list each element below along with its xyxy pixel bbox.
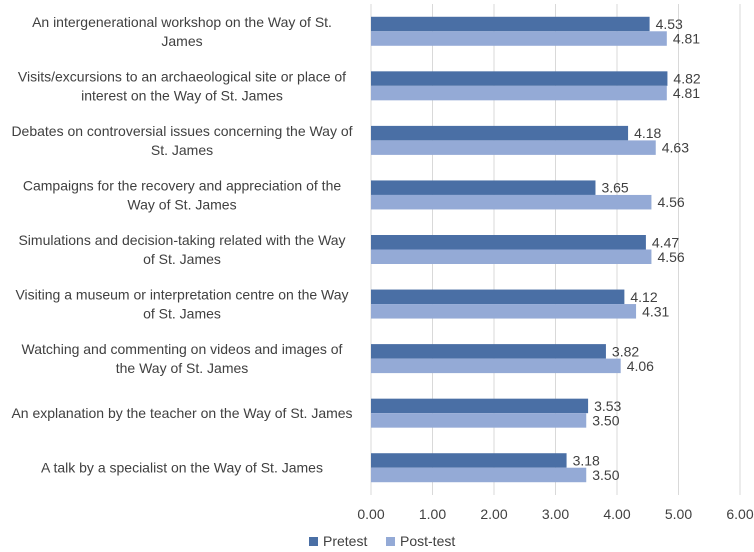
bar-post-test [371,358,621,374]
category-label: Visiting a museum or interpretation cent… [15,287,348,322]
category-label: Visits/excursions to an archaeological s… [18,68,346,103]
x-tick-label: 6.00 [726,506,753,522]
category-label: An intergenerational workshop on the Way… [32,14,332,49]
category-label: An explanation by the teacher on the Way… [11,405,352,421]
x-tick-label: 2.00 [480,506,507,522]
data-label-pretest: 4.53 [656,16,683,32]
category-label: A talk by a specialist on the Way of St.… [41,460,323,476]
legend-item-post-test[interactable]: Post-test [386,533,455,549]
bar-post-test [371,194,652,210]
bar-pretest [371,71,668,86]
category-label: Debates on controversial issues concerni… [11,123,352,158]
data-label-pretest: 3.53 [594,398,621,414]
x-tick-label: 0.00 [357,506,384,522]
x-tick-label: 3.00 [542,506,569,522]
data-label-post-test: 4.63 [662,140,689,156]
data-label-post-test: 3.50 [592,467,619,483]
category-label: Simulations and decision-taking related … [18,232,345,267]
data-label-post-test: 4.56 [657,249,684,265]
bar-pretest [371,125,629,141]
data-label-post-test: 4.06 [627,358,654,374]
bar-post-test [371,304,637,319]
x-tick-label: 5.00 [665,506,692,522]
bar-pretest [371,453,567,468]
legend[interactable]: Pretest Post-test [309,533,455,549]
bar-pretest [371,180,596,195]
data-label-pretest: 3.82 [612,343,639,359]
bar-post-test [371,467,587,483]
legend-swatch [386,537,395,546]
category-label: Campaigns for the recovery and appreciat… [23,177,342,212]
data-label-pretest: 4.18 [634,125,661,141]
x-tick-label: 1.00 [419,506,446,522]
x-axis-tick-labels: 0.00 1.00 2.00 3.00 4.00 5.00 6.00 [357,506,753,522]
data-label-pretest: 4.82 [673,71,700,87]
data-labels: 4.534.814.824.814.184.633.654.564.474.56… [573,16,701,483]
bar-post-test [371,85,667,101]
data-label-post-test: 4.81 [673,31,700,47]
bars [371,16,668,483]
data-label-post-test: 4.81 [673,85,700,101]
data-label-pretest: 4.12 [630,289,657,305]
legend-label: Post-test [400,533,455,549]
category-label: Watching and commenting on videos and im… [22,341,343,376]
legend-swatch [309,537,318,546]
data-label-post-test: 4.31 [642,303,669,319]
category-labels: An intergenerational workshop on the Way… [11,14,352,476]
legend-label: Pretest [323,533,367,549]
bar-post-test [371,31,667,46]
bar-pretest [371,344,606,359]
x-tick-label: 4.00 [603,506,630,522]
bar-post-test [371,413,587,428]
bar-post-test [371,140,656,155]
legend-item-pretest[interactable]: Pretest [309,533,367,549]
bar-pretest [371,235,646,250]
bar-post-test [371,249,652,264]
data-label-pretest: 3.65 [601,180,628,196]
bar-pretest [371,398,589,414]
data-label-post-test: 3.50 [592,412,619,428]
data-label-post-test: 4.56 [657,194,684,210]
bar-pretest [371,16,650,32]
bar-pretest [371,289,625,305]
data-label-pretest: 3.18 [573,452,600,468]
data-label-pretest: 4.47 [652,234,679,250]
